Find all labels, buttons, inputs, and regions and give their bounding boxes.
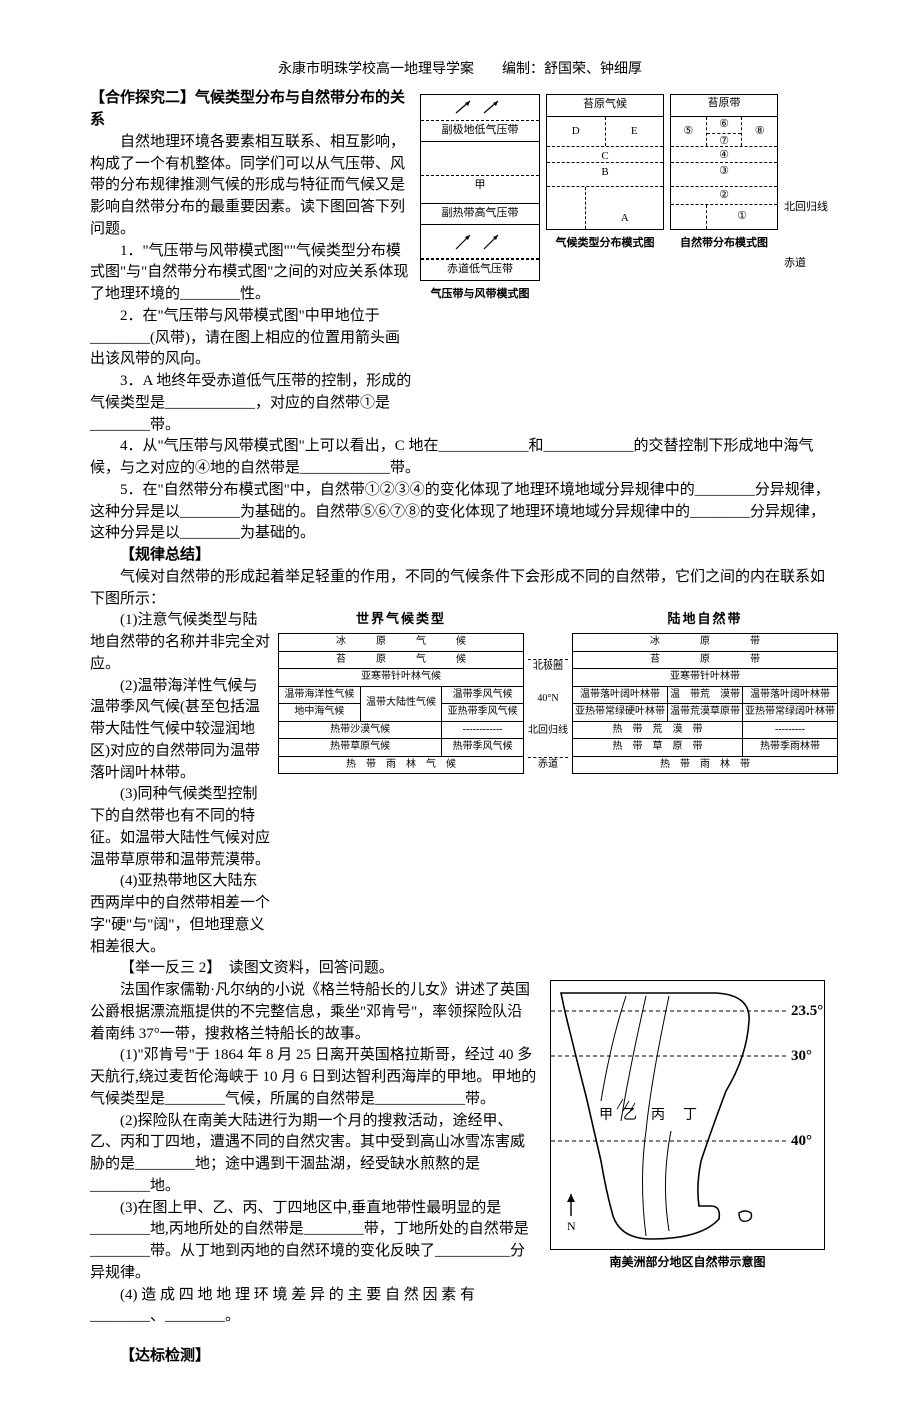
fig2-mid-3: 北回归线: [528, 724, 568, 739]
coop2-block: 【合作探究二】气候类型分布与自然带分布的关系 自然地理环境各要素相互联系、相互影…: [90, 88, 830, 436]
fig2-mid-4: 赤道: [528, 757, 568, 773]
ex2-q1: (1)"邓肯号"于 1864 年 8 月 25 日离开英国格拉斯哥，经过 40 …: [90, 1045, 537, 1110]
ex2-intro: 法国作家儒勒·凡尔纳的小说《格兰特船长的儿女》讲述了英国公爵根据漂流瓶提供的不完…: [90, 980, 537, 1045]
ex2-q4: (4) 造 成 四 地 地 理 环 境 差 异 的 主 要 自 然 因 素 有 …: [90, 1285, 537, 1329]
coop2-q1: 1．"气压带与风带模式图""气候类型分布模式图"与"自然带分布模式图"之间的对应…: [90, 241, 412, 306]
svg-text:40°: 40°: [791, 1133, 812, 1149]
note-1: (1)注意气候类型与陆地自然带的名称并非完全对应。: [90, 610, 270, 675]
rule-text: 气候对自然带的形成起着举足轻重的作用，不同的气候条件下会形成不同的自然带，它们之…: [90, 567, 830, 611]
page-header: 永康市明珠学校高一地理导学案 编制：舒国荣、钟细厚: [90, 60, 830, 80]
fig1-m2-D: D: [547, 117, 606, 146]
fig1-m2-C: C: [547, 147, 663, 163]
note-3: (3)同种气候类型控制下的自然带也有不同的特征。如温带大陆性气候对应温带草原带和…: [90, 784, 270, 871]
ex2-title: 【举一反三 2】 读图文资料，回答问题。: [90, 958, 830, 980]
fig1-m1-jia: 甲: [421, 176, 539, 204]
fig1-m1-subtrop: 副热带高气压带: [421, 204, 539, 225]
ex2-q3: (3)在图上甲、乙、丙、丁四地区中,垂直地带性最明显的是________地,丙地…: [90, 1198, 537, 1285]
fig2-mid-1: 北极圈: [528, 659, 568, 675]
fig1-m3-5: ⑤: [671, 117, 707, 146]
coop2-intro-1: 自然地理环境各要素相互联系、相互影响，构成了一个有机整体。同学们可以从气压带、风…: [90, 132, 412, 241]
fig1-m3-8: ⑧: [742, 117, 777, 146]
fig1-m1-equator: 赤道低气压带: [421, 259, 539, 280]
fig1-m2-A: A: [586, 187, 663, 229]
fig1-cap-3: 自然带分布模式图: [680, 236, 768, 252]
coop2-q4: 4．从"气压带与风带模式图"上可以看出，C 地在____________和___…: [90, 436, 830, 480]
fig1-m2-tundra: 苔原气候: [547, 95, 663, 117]
svg-text:甲: 甲: [599, 1108, 613, 1123]
fig1-cap-2: 气候类型分布模式图: [556, 236, 655, 252]
coop2-q3: 3．A 地终年受赤道低气压带的控制，形成的气候类型是____________，对…: [90, 371, 412, 436]
svg-text:30°: 30°: [791, 1048, 812, 1064]
note-2: (2)温带海洋性气候与温带季风气候(甚至包括温带大陆性气候中较湿润地区)对应的自…: [90, 676, 270, 785]
south-america-map: 23.5° 30° 40° 甲 乙: [550, 980, 825, 1250]
ex2-block: 法国作家儒勒·凡尔纳的小说《格兰特船长的儿女》讲述了英国公爵根据漂流瓶提供的不完…: [90, 980, 830, 1328]
figure-1: 副极地低气压带 甲 副热带高气压带 赤道低气压带 气压带与风带模式图 苔原气候: [420, 88, 830, 303]
svg-text:N: N: [567, 1219, 576, 1233]
coop2-q2: 2．在"气压带与风带模式图"中甲地位于________(风带)，请在图上相应的位…: [90, 306, 412, 371]
fig2-mid-2: 40°N: [528, 692, 568, 707]
fig1-m2-E: E: [606, 117, 664, 146]
coop2-title: 【合作探究二】气候类型分布与自然带分布的关系: [90, 88, 412, 132]
fig1-m2-B: B: [547, 163, 663, 187]
fig2-right-table: 冰 原 带 苔 原 带 亚寒带针叶林带 温带落叶阔叶林带温 带荒 漠带温带落叶阔…: [572, 633, 838, 774]
rules-block: (1)注意气候类型与陆地自然带的名称并非完全对应。 (2)温带海洋性气候与温带季…: [90, 610, 830, 958]
fig1-m3-tundra: 苔原带: [671, 95, 777, 117]
fig1-m3-2: ②: [671, 187, 777, 205]
note-4: (4)亚热带地区大陆东西两岸中的自然带相差一个字"硬"与"阔"，但地理意义相差很…: [90, 871, 270, 958]
fig2-left-table: 冰 原 气 候 苔 原 气 候 亚寒带针叶林气候 温带海洋性气候温带大陆性气候温…: [278, 633, 524, 774]
fig1-m3-6: ⑥: [707, 117, 742, 134]
svg-text:丙: 丙: [651, 1108, 665, 1123]
fig1-cap-1: 气压带与风带模式图: [431, 287, 530, 303]
fig1-m3-4: ④: [671, 147, 777, 163]
fig1-m3-1: ①: [707, 205, 777, 229]
svg-text:丁: 丁: [683, 1108, 697, 1123]
figure-2: 世界气候类型 冰 原 气 候 苔 原 气 候 亚寒带针叶林气候 温带海洋性气候温…: [278, 610, 838, 774]
fig1-side-equator: 赤道: [784, 256, 828, 272]
ex2-q2: (2)探险队在南美大陆进行为期一个月的搜救活动，途经甲、乙、丙和丁四地，遭遇不同…: [90, 1111, 537, 1198]
fig1-side-tropic: 北回归线: [784, 200, 828, 216]
rule-title: 【规律总结】: [90, 545, 830, 567]
fig2-right-title: 陆地自然带: [667, 610, 742, 629]
figure-3: 23.5° 30° 40° 甲 乙: [545, 980, 830, 1271]
dabiao-title: 【达标检测】: [90, 1346, 830, 1368]
fig2-left-title: 世界气候类型: [356, 610, 446, 629]
svg-text:乙: 乙: [623, 1107, 637, 1123]
svg-text:23.5°: 23.5°: [791, 1003, 823, 1019]
coop2-q5: 5．在"自然带分布模式图"中，自然带①②③④的变化体现了地理环境地域分异规律中的…: [90, 480, 830, 545]
fig3-caption: 南美洲部分地区自然带示意图: [609, 1254, 765, 1271]
fig1-m1-subpolar: 副极地低气压带: [421, 121, 539, 142]
fig1-m3-3: ③: [671, 163, 777, 187]
